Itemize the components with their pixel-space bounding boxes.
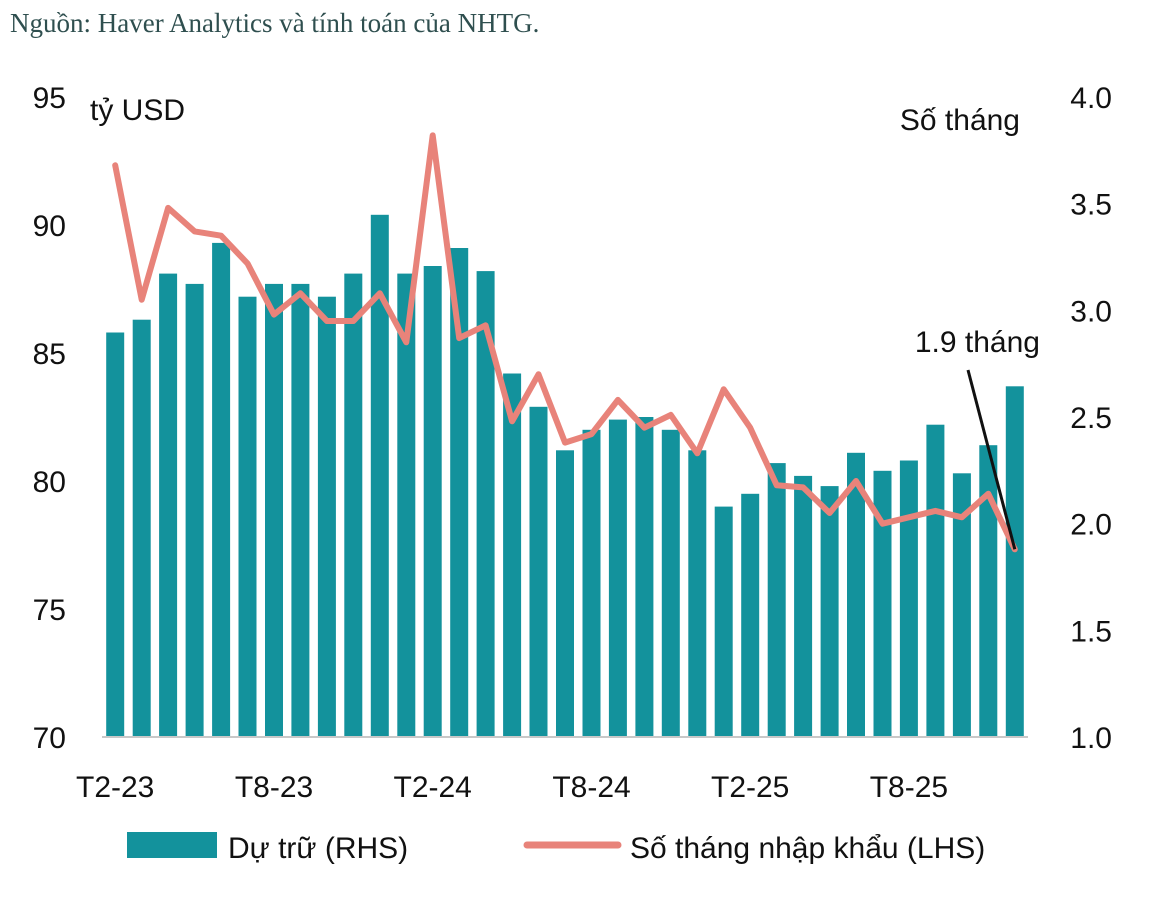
bar-T3-25 [767, 463, 786, 737]
x-tick-T2-24: T2-24 [394, 771, 472, 804]
bar-T5-23 [185, 283, 204, 737]
bar-T8-24 [582, 429, 601, 737]
y-left-tick-85: 85 [33, 338, 66, 371]
y-left-label: tỷ USD [90, 94, 185, 127]
bar-T7-23 [238, 296, 257, 737]
x-tick-T8-25: T8-25 [870, 771, 948, 804]
bar-T4-25 [794, 475, 813, 737]
bar-T4-23 [159, 273, 178, 737]
y-right-tick-1.5: 1.5 [1070, 615, 1112, 648]
bar-T3-23 [132, 319, 151, 737]
import-months-line [112, 132, 1018, 553]
x-tick-T2-25: T2-25 [711, 771, 789, 804]
y-left-tick-90: 90 [33, 210, 66, 243]
legend-bar-swatch [127, 832, 217, 858]
legend-bar-label: Dự trữ (RHS) [228, 832, 408, 865]
bar-T7-25 [873, 470, 892, 737]
bar-T2-25 [741, 493, 760, 737]
bar-T10-23 [317, 296, 336, 737]
bar-T2-24 [423, 266, 442, 737]
y-right-label: Số tháng [900, 104, 1020, 137]
annotation-label: 1.9 tháng [915, 326, 1040, 359]
annotation-pointer [966, 369, 1017, 550]
bar-T1-25 [714, 506, 733, 737]
bar-T10-25 [952, 473, 971, 737]
bar-T6-24 [529, 406, 548, 737]
legend-line-label: Số tháng nhập khẩu (LHS) [630, 832, 985, 865]
bar-T6-25 [847, 452, 865, 737]
y-left-tick-70: 70 [33, 722, 66, 755]
y-left-tick-80: 80 [33, 466, 66, 499]
bar-T12-25 [1005, 386, 1024, 737]
bar-T11-25 [979, 445, 998, 737]
y-left-tick-95: 95 [33, 82, 66, 115]
y-right-tick-4.0: 4.0 [1070, 82, 1112, 115]
y-right-tick-1.0: 1.0 [1070, 722, 1112, 755]
bar-T9-25 [926, 424, 945, 737]
y-left-tick-75: 75 [33, 594, 66, 627]
bar-T9-24 [608, 419, 627, 737]
bar-T8-25 [899, 460, 918, 737]
bar-T2-23 [106, 332, 125, 737]
x-tick-T8-24: T8-24 [552, 771, 630, 804]
x-tick-T8-23: T8-23 [235, 771, 313, 804]
bar-T10-24 [635, 417, 654, 737]
bar-T1-24 [397, 273, 416, 737]
bar-T11-23 [344, 273, 363, 737]
y-right-tick-3.5: 3.5 [1070, 189, 1112, 222]
bar-T3-24 [450, 248, 469, 737]
bar-T9-23 [291, 283, 310, 737]
bar-T5-24 [503, 373, 522, 737]
bar-T5-25 [820, 486, 839, 737]
bar-T4-24 [476, 271, 495, 737]
bar-T12-23 [370, 214, 389, 738]
source-note: Nguồn: Haver Analytics và tính toán của … [10, 8, 540, 38]
y-right-tick-2.0: 2.0 [1070, 509, 1112, 542]
bar-T7-24 [556, 450, 574, 737]
bar-T11-24 [661, 429, 680, 737]
y-right-tick-3.0: 3.0 [1070, 295, 1112, 328]
y-right-tick-2.5: 2.5 [1070, 402, 1112, 435]
x-tick-T2-23: T2-23 [76, 771, 154, 804]
bar-T8-23 [265, 283, 283, 737]
bar-T12-24 [688, 450, 707, 737]
bar-T6-23 [212, 242, 231, 737]
